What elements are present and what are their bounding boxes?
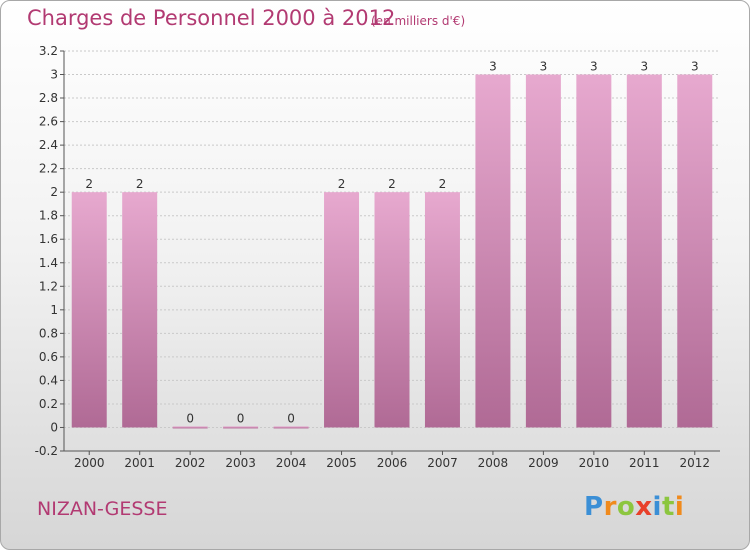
- data-label: 2: [136, 177, 144, 191]
- y-tick-label: 0: [50, 420, 58, 434]
- y-tick-label: 2.4: [39, 138, 58, 152]
- data-label: 0: [186, 411, 194, 425]
- y-tick-label: 1.4: [39, 256, 58, 270]
- data-label: 3: [540, 60, 548, 74]
- x-tick-label: 2005: [326, 456, 357, 470]
- data-label: 3: [691, 60, 699, 74]
- x-tick-label: 2003: [225, 456, 256, 470]
- x-tick-label: 2011: [629, 456, 660, 470]
- bar: [626, 74, 662, 428]
- bar: [424, 192, 460, 428]
- x-tick-label: 2000: [74, 456, 105, 470]
- data-label: 2: [85, 177, 93, 191]
- bars: [71, 74, 713, 429]
- logo-letter: r: [603, 492, 617, 522]
- x-tick-label: 2002: [175, 456, 206, 470]
- data-label: 3: [489, 60, 497, 74]
- chart-subtitle: (en milliers d'€): [371, 14, 466, 28]
- data-label: 2: [388, 177, 396, 191]
- data-label: 2: [338, 177, 346, 191]
- axes: [60, 50, 720, 455]
- logo-letter: P: [584, 492, 604, 522]
- bar: [576, 74, 612, 428]
- y-tick-label: 2.2: [39, 162, 58, 176]
- bar: [475, 74, 511, 428]
- data-label: 2: [439, 177, 447, 191]
- commune-name: NIZAN-GESSE: [37, 498, 168, 520]
- x-tick-label: 2001: [124, 456, 155, 470]
- y-tick-label: 3: [50, 68, 58, 82]
- y-tick-label: 0.4: [39, 373, 58, 387]
- logo-letter: i: [674, 492, 685, 522]
- x-tick-label: 2007: [427, 456, 458, 470]
- y-tick-labels: -0.2 0 0.2 0.4 0.6 0.8 1 1.2 1.4 1.6 1.8 2 2.2 2.4 2.6…: [35, 44, 58, 458]
- logo-letter: t: [661, 492, 675, 522]
- chart-title: Charges de Personnel 2000 à 2012: [27, 6, 396, 30]
- data-labels: 2 2 0 0 0 2 2 2 3 3 3 3 3: [85, 60, 698, 426]
- data-label: 0: [237, 411, 245, 425]
- x-tick-label: 2004: [276, 456, 307, 470]
- bar: [677, 74, 713, 428]
- bar: [122, 192, 158, 428]
- bar: [71, 192, 107, 428]
- y-tick-label: 1.2: [39, 279, 58, 293]
- y-tick-label: 0.8: [39, 326, 58, 340]
- logo-letter: i: [652, 492, 662, 522]
- logo-letter: o: [616, 492, 636, 522]
- y-tick-label: 1.8: [39, 209, 58, 223]
- y-tick-label: 0.6: [39, 350, 58, 364]
- y-tick-label: 0.2: [39, 397, 58, 411]
- x-tick-label: 2012: [679, 456, 710, 470]
- bar: [172, 426, 208, 429]
- x-tick-label: 2009: [528, 456, 559, 470]
- y-tick-label: 2.8: [39, 91, 58, 105]
- logo-letter: x: [635, 492, 653, 522]
- y-tick-label: 2: [50, 185, 58, 199]
- x-tick-label: 2008: [478, 456, 509, 470]
- x-tick-label: 2006: [377, 456, 408, 470]
- data-label: 0: [287, 411, 295, 425]
- data-label: 3: [590, 60, 598, 74]
- bar: [223, 426, 259, 429]
- y-tick-label: 2.6: [39, 115, 58, 129]
- data-label: 3: [640, 60, 648, 74]
- bar: [374, 192, 410, 428]
- bar: [273, 426, 309, 429]
- x-tick-label: 2010: [579, 456, 610, 470]
- y-tick-label: 1: [50, 303, 58, 317]
- x-tick-labels: 2000 2001 2002 2003 2004 2005 2006 2007 2008 2009…: [74, 456, 710, 470]
- y-tick-label: 3.2: [39, 44, 58, 58]
- bar: [324, 192, 360, 428]
- y-tick-label: -0.2: [35, 444, 58, 458]
- bar: [525, 74, 561, 428]
- proxiti-logo[interactable]: Proxiti: [584, 492, 684, 522]
- y-tick-label: 1.6: [39, 232, 58, 246]
